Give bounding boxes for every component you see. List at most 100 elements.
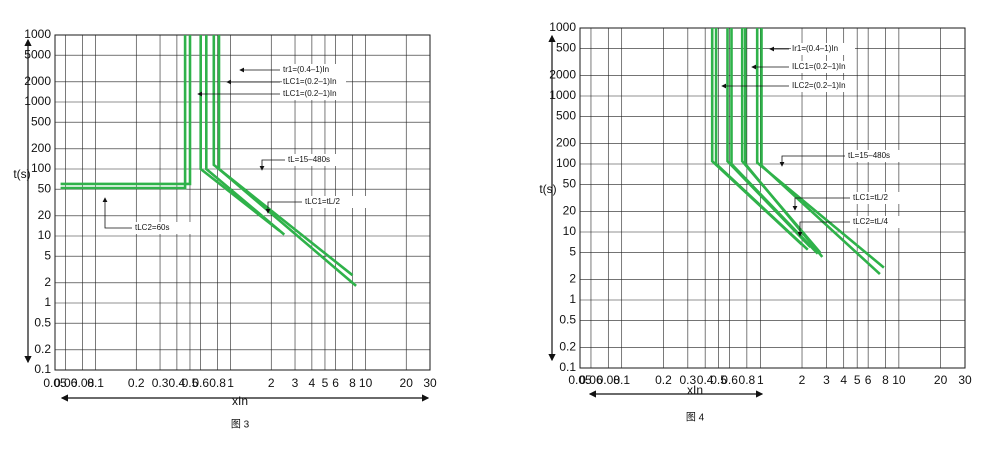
y-tick-label: 5	[44, 248, 51, 262]
y-tick-label: 500	[556, 41, 576, 55]
y-tick-label: 1	[44, 295, 51, 309]
x-tick-label: 0.6	[192, 376, 209, 390]
y-tick-label: 0.2	[559, 340, 576, 354]
x-tick-label: 0.08	[71, 376, 95, 390]
x-tick-label: 0.3	[679, 373, 696, 387]
annotation-arrow	[259, 159, 285, 171]
annotation: ILC1=(0.2–1)In	[792, 62, 846, 71]
x-tick-label: 0.1	[87, 376, 104, 390]
curve	[205, 35, 286, 236]
x-tick-label: 0.4	[697, 373, 714, 387]
curve	[212, 35, 354, 277]
annotation: tL=15–480s	[288, 155, 330, 164]
annotation: tLC1=(0.2–1)In	[283, 77, 337, 86]
x-tick-label: 0.05	[568, 373, 592, 387]
y-tick-label: 1	[569, 292, 576, 306]
x-axis-label: xIn	[687, 383, 703, 397]
annotation-bg	[791, 80, 855, 92]
curve	[60, 35, 192, 186]
x-tick-label: 6	[332, 376, 339, 390]
x-tick-label: 0.4	[169, 376, 186, 390]
x-tick-label: 4	[840, 373, 847, 387]
x-tick-label: 0.2	[655, 373, 672, 387]
x-tick-label: 0.6	[721, 373, 738, 387]
y-tick-label: 10	[38, 228, 52, 242]
annotation-bg	[282, 64, 346, 76]
x-tick-label: 30	[423, 376, 437, 390]
annotation: tLC1=tL/2	[305, 197, 340, 206]
y-tick-label: 200	[556, 136, 576, 150]
y-tick-label: 100	[31, 161, 51, 175]
y-tick-label: 10	[563, 224, 577, 238]
annotation-bg	[304, 196, 368, 208]
y-tick-label: 0.1	[559, 360, 576, 374]
annotation-bg	[852, 216, 916, 228]
caption: 图 4	[686, 412, 705, 424]
x-tick-label: 1	[757, 373, 764, 387]
y-tick-label: 500	[31, 114, 51, 128]
annotation-arrow	[797, 221, 850, 237]
x-tick-label: 10	[892, 373, 906, 387]
x-tick-label: 3	[823, 373, 830, 387]
y-tick-label: 20	[563, 204, 577, 218]
annotation: tr1=(0.4–1)In	[283, 65, 329, 74]
y-tick-label: 1000	[549, 20, 576, 34]
annotation-bg	[852, 192, 916, 204]
x-tick-label: 0.06	[54, 376, 78, 390]
annotation-bg	[282, 76, 346, 88]
annotation-arrow	[779, 155, 845, 167]
curve	[60, 35, 187, 190]
y-tick-label: 1000	[24, 27, 51, 41]
x-tick-label: 0.3	[152, 376, 169, 390]
x-tick-label: 5	[854, 373, 861, 387]
annotation-bg	[791, 61, 855, 73]
curve	[217, 35, 357, 287]
x-tick-label: 0.2	[128, 376, 145, 390]
y-tick-label: 50	[563, 177, 577, 191]
y-tick-label: 100	[556, 156, 576, 170]
x-tick-label: 0.8	[739, 373, 756, 387]
y-tick-label: 20	[38, 208, 52, 222]
y-tick-label: 2	[569, 272, 576, 286]
x-tick-label: 0.5	[182, 376, 199, 390]
curve	[744, 28, 824, 258]
x-tick-label: 0.8	[209, 376, 226, 390]
y-tick-label: 0.5	[34, 315, 51, 329]
y-axis-label: t(s)	[539, 182, 556, 196]
x-tick-label: 8	[882, 373, 889, 387]
annotation-bg	[791, 43, 855, 55]
annotation-arrow	[792, 197, 850, 211]
annotation-bg	[847, 150, 911, 162]
x-tick-label: 2	[799, 373, 806, 387]
x-tick-label: 20	[934, 373, 948, 387]
annotation: tL=15–480s	[848, 151, 890, 160]
y-tick-label: 1000	[549, 88, 576, 102]
x-tick-label: 6	[865, 373, 872, 387]
annotation: tLC2=tL/4	[853, 217, 888, 226]
y-tick-label: 0.2	[34, 342, 51, 356]
curve	[760, 28, 881, 276]
y-tick-label: 5	[569, 245, 576, 259]
annotation-arrow	[102, 197, 132, 229]
y-tick-label: 2	[44, 275, 51, 289]
curve	[714, 28, 809, 251]
y-tick-label: 200	[31, 141, 51, 155]
y-tick-label: 0.5	[559, 313, 576, 327]
annotation: ILC2=(0.2–1)In	[792, 81, 846, 90]
x-tick-label: 1	[227, 376, 234, 390]
annotation-bg	[282, 88, 346, 100]
y-tick-label: 2000	[549, 68, 576, 82]
curve	[730, 28, 819, 255]
x-tick-label: 30	[958, 373, 972, 387]
x-tick-label: 20	[400, 376, 414, 390]
x-tick-label: 0.05	[43, 376, 67, 390]
y-tick-label: 50	[38, 181, 52, 195]
annotation: tLC1=(0.2–1)In	[283, 89, 337, 98]
y-tick-label: 500	[556, 109, 576, 123]
annotation: Ir1=(0.4–1)In	[792, 44, 838, 53]
x-tick-label: 2	[268, 376, 275, 390]
x-tick-label: 5	[322, 376, 329, 390]
curve	[199, 35, 281, 232]
